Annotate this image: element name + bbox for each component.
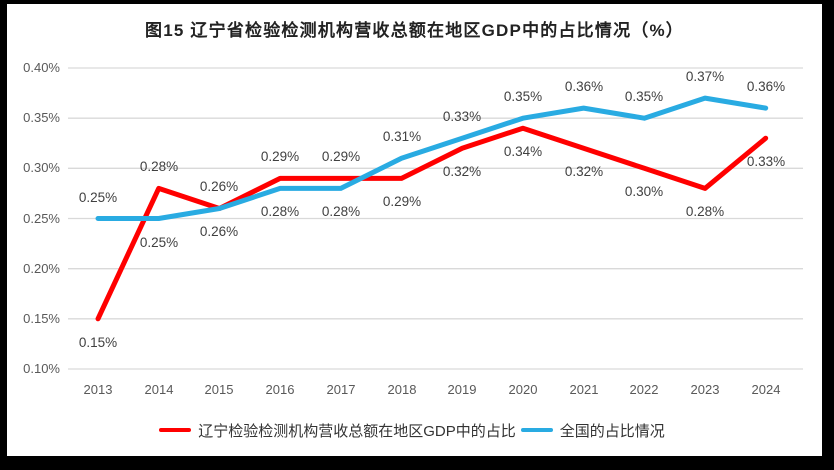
x-tick-label: 2021: [569, 382, 599, 397]
x-tick-label: 2020: [508, 382, 538, 397]
national-series-line: [95, 95, 769, 221]
y-tick-label: 0.30%: [23, 160, 60, 175]
data-label: 0.33%: [746, 154, 786, 169]
data-label: 0.28%: [685, 204, 725, 219]
x-tick-label: 2018: [387, 382, 417, 397]
data-label: 0.34%: [503, 144, 543, 159]
data-label: 0.15%: [78, 335, 118, 350]
data-label: 0.25%: [78, 190, 118, 205]
data-label: 0.32%: [564, 164, 604, 179]
legend-swatch-liaoning-line: [159, 427, 192, 433]
y-tick-label: 0.25%: [23, 211, 60, 226]
data-label: 0.29%: [382, 194, 422, 209]
data-label: 0.37%: [685, 69, 725, 84]
data-label: 0.35%: [624, 89, 664, 104]
x-tick-label: 2013: [83, 382, 113, 397]
data-label: 0.32%: [442, 164, 482, 179]
data-label: 0.28%: [260, 204, 300, 219]
liaoning-series-line: [95, 125, 769, 322]
y-tick-label: 0.35%: [23, 110, 60, 125]
data-label: 0.33%: [442, 109, 482, 124]
data-label: 0.35%: [503, 89, 543, 104]
x-tick-label: 2024: [751, 382, 781, 397]
chart-title: 图15 辽宁省检验检测机构营收总额在地区GDP中的占比情况（%）: [145, 21, 684, 40]
x-tick-label: 2014: [144, 382, 174, 397]
legend: 辽宁检验检测机构营收总额在地区GDP中的占比 全国的占比情况: [7, 420, 822, 440]
y-tick-label: 0.10%: [23, 361, 60, 376]
data-label: 0.31%: [382, 129, 422, 144]
x-tick-label: 2022: [629, 382, 659, 397]
data-label: 0.25%: [139, 235, 179, 250]
data-label: 0.29%: [260, 149, 300, 164]
legend-label-national: 全国的占比情况: [559, 422, 665, 440]
x-tick-label: 2016: [265, 382, 295, 397]
legend-label-liaoning: 辽宁检验检测机构营收总额在地区GDP中的占比: [198, 422, 516, 440]
data-label: 0.26%: [199, 179, 239, 194]
x-tick-label: 2017: [326, 382, 356, 397]
data-label: 0.30%: [624, 184, 664, 199]
y-tick-label: 0.20%: [23, 261, 60, 276]
y-tick-label: 0.15%: [23, 311, 60, 326]
x-tick-label: 2019: [447, 382, 477, 397]
data-label: 0.36%: [746, 79, 786, 94]
y-tick-label: 0.40%: [23, 60, 60, 75]
x-tick-label: 2023: [690, 382, 720, 397]
x-tick-label: 2015: [204, 382, 234, 397]
data-label: 0.26%: [199, 224, 239, 239]
data-label: 0.36%: [564, 79, 604, 94]
data-label: 0.29%: [321, 149, 361, 164]
data-label: 0.28%: [139, 159, 179, 174]
chart-canvas: [7, 4, 822, 456]
legend-swatch-national-line: [520, 427, 553, 433]
data-label: 0.28%: [321, 204, 361, 219]
